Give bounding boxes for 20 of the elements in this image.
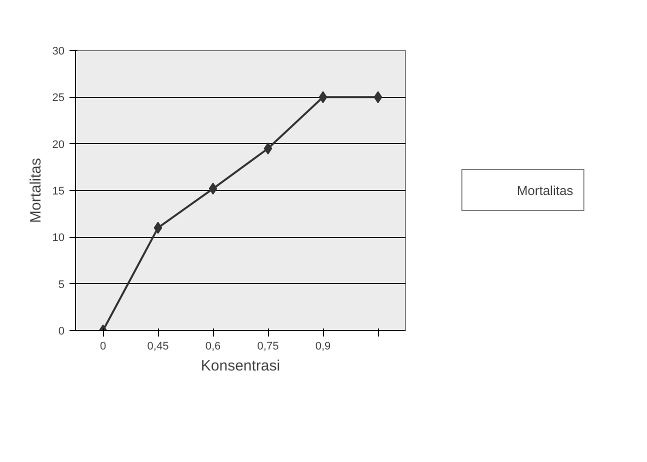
y-tick-label: 0 (58, 326, 65, 338)
point (208, 182, 218, 195)
point (374, 91, 382, 104)
y-tick-label: 20 (52, 138, 65, 151)
y-tick-label: 25 (52, 92, 65, 104)
point (264, 142, 272, 154)
x-tick-label: 0,6 (205, 340, 221, 352)
y-tick-label: 10 (52, 232, 65, 244)
y-tick-label: 5 (58, 278, 65, 291)
y-axis-title: Mortalitas (27, 158, 44, 224)
text: Mortalitas (516, 182, 574, 198)
point (318, 91, 328, 104)
x-tick-label: 0,75 (257, 340, 279, 352)
y-tick-label: 30 (52, 46, 65, 58)
x-tick-label: 0,9 (315, 340, 331, 352)
y-tick-label: 15 (52, 186, 65, 198)
x-tick-label: 0,45 (147, 340, 169, 352)
point (154, 222, 162, 234)
x-axis-title: Konsentrasi (200, 358, 280, 374)
x-tick-label: 0 (100, 340, 106, 352)
